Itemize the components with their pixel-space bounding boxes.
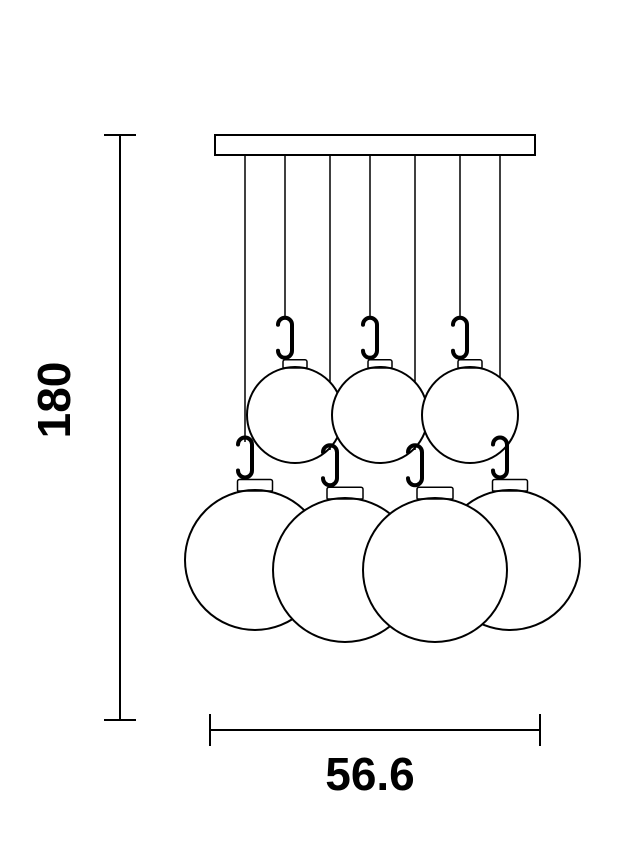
- dim-height: 180: [28, 135, 136, 720]
- dimension-diagram: 180 56.6: [0, 0, 640, 843]
- ceiling-plate: [215, 135, 535, 155]
- pendant-hook: [453, 318, 467, 358]
- pendant-globe: [422, 367, 518, 463]
- dim-width: 56.6: [210, 714, 540, 800]
- pendant-globe: [332, 367, 428, 463]
- pendant-globe: [363, 498, 507, 642]
- pendant-group: [185, 155, 580, 642]
- pendant-hook: [363, 318, 377, 358]
- dim-height-label: 180: [28, 362, 80, 439]
- pendant-hook: [278, 318, 292, 358]
- dim-width-label: 56.6: [325, 748, 415, 800]
- pendant-globe: [247, 367, 343, 463]
- pendant-hook: [238, 438, 252, 478]
